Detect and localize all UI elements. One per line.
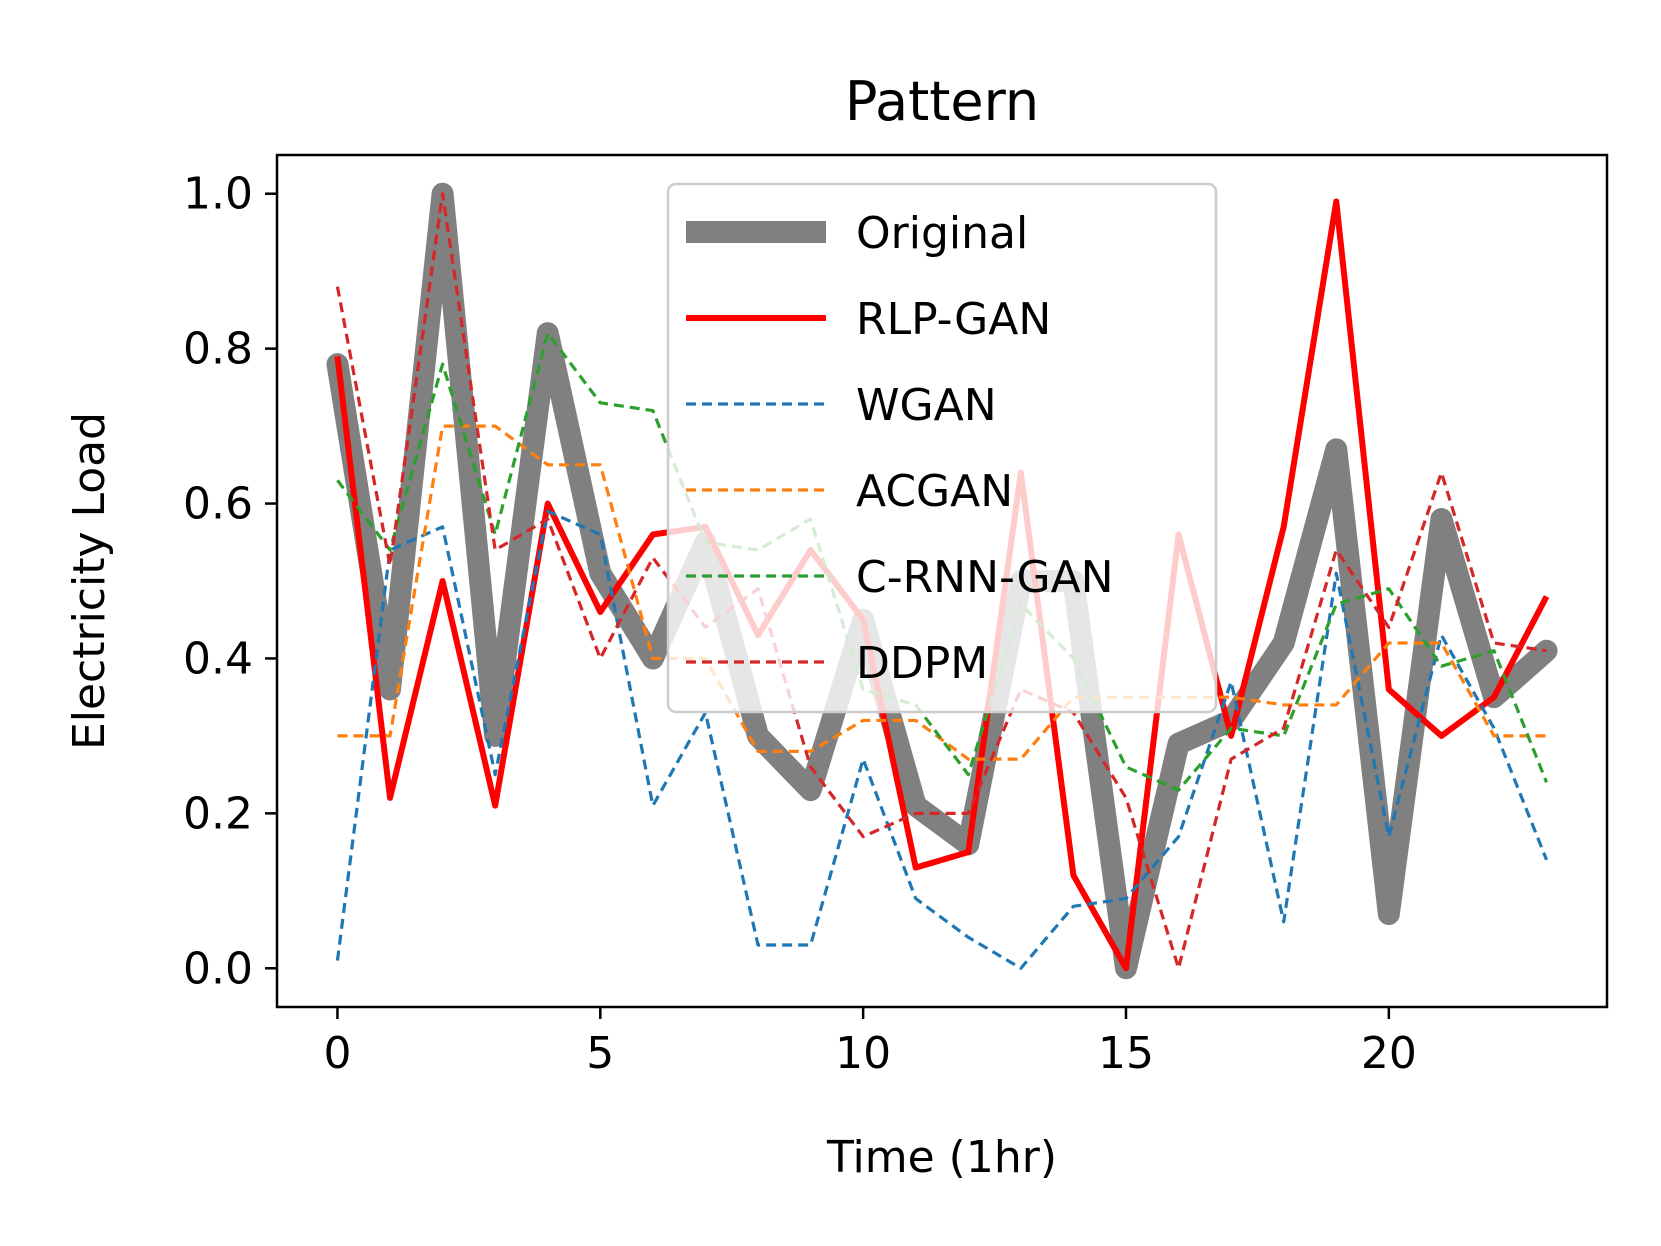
y-tick-label: 0.2 (183, 788, 253, 839)
series-c-rnn-gan (336, 331, 1549, 792)
x-tick-label: 15 (1098, 1028, 1154, 1079)
legend-label: DDPM (856, 638, 988, 689)
legend-item-rlp-gan: RLP-GAN (686, 294, 1051, 345)
legend-label: WGAN (856, 380, 997, 431)
legend-label: C-RNN-GAN (856, 552, 1114, 603)
legend-item-c-rnn-gan: C-RNN-GAN (686, 552, 1114, 603)
plot-lines (326, 182, 1558, 980)
legend-item-ddpm: DDPM (686, 638, 988, 689)
legend-item-acgan: ACGAN (686, 466, 1013, 517)
y-tick-label: 1.0 (183, 169, 253, 220)
y-tick-label: 0.6 (183, 479, 253, 530)
legend-label: RLP-GAN (856, 294, 1051, 345)
series-acgan (337, 424, 1547, 761)
legend-item-wgan: WGAN (686, 380, 997, 431)
series-original (326, 182, 1558, 980)
y-tick-label: 0.4 (183, 633, 253, 684)
legend-label: ACGAN (856, 466, 1013, 517)
legend: Original RLP-GAN WGAN ACGAN C-RNN-GAN DDPM (666, 182, 1218, 714)
y-axis: 0.0 0.2 0.4 0.6 0.8 1.0 (183, 169, 277, 994)
x-tick-label: 20 (1361, 1028, 1417, 1079)
x-axis: 0 5 10 15 20 (323, 1007, 1417, 1079)
legend-label: Original (856, 208, 1028, 259)
plot-frame (275, 153, 1609, 1009)
series-line-c-rnn-gan (336, 331, 1549, 792)
series-wgan (335, 509, 1549, 970)
x-tick-label: 5 (586, 1028, 614, 1079)
series-line-acgan (337, 424, 1547, 761)
y-tick-label: 0.8 (183, 324, 253, 375)
series-line-original (326, 182, 1558, 980)
x-axis-label: Time (1hr) (826, 1132, 1057, 1183)
legend-item-original: Original (686, 208, 1028, 259)
chart-title: Pattern (845, 70, 1039, 133)
series-line-wgan (335, 509, 1549, 970)
y-tick-label: 0.0 (183, 943, 253, 994)
y-axis-label: Electricity Load (64, 412, 115, 750)
x-tick-label: 0 (323, 1028, 351, 1079)
x-tick-label: 10 (835, 1028, 891, 1079)
legend-box (666, 182, 1218, 714)
